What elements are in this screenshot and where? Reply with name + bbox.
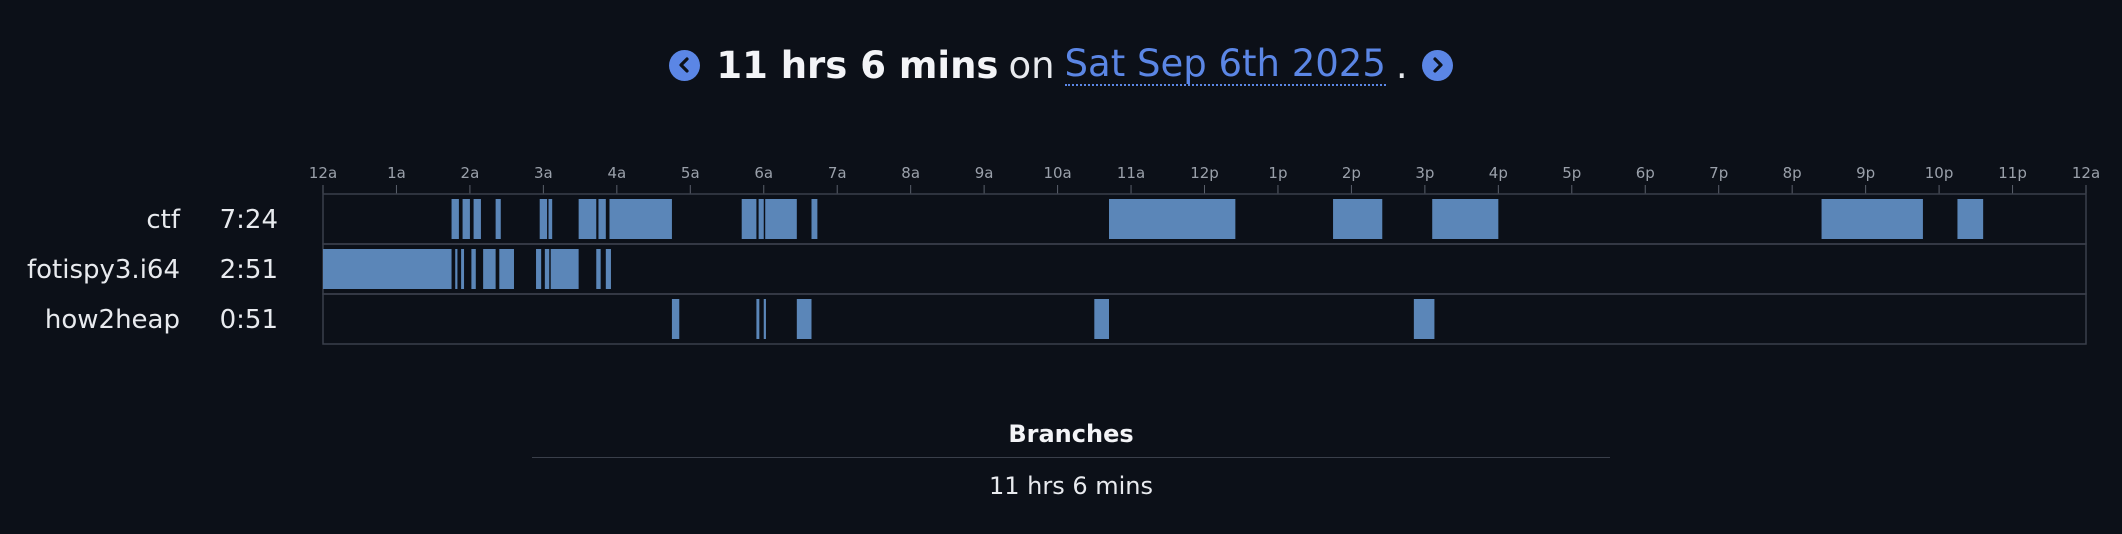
activity-segment[interactable] xyxy=(811,199,818,239)
tick-label: 3a xyxy=(534,164,553,182)
tick-label: 2p xyxy=(1342,164,1361,182)
project-duration-1: 2:51 xyxy=(220,255,278,285)
activity-segment[interactable] xyxy=(598,199,606,239)
tick-label: 9a xyxy=(975,164,994,182)
activity-segment[interactable] xyxy=(548,199,553,239)
timeline-chart: 12a 1a 2a 3a 4a 5a 6a 7a 8a 9a 10a 11a 12p 1p 2p 3p 4p 5p… xyxy=(27,164,2100,345)
tick-label: 8a xyxy=(901,164,920,182)
tick-label: 4a xyxy=(607,164,626,182)
tick-label: 11a xyxy=(1117,164,1145,182)
activity-segment[interactable] xyxy=(483,249,496,289)
next-day-button[interactable] xyxy=(1421,49,1453,81)
tick-label: 7p xyxy=(1709,164,1728,182)
activity-segment[interactable] xyxy=(758,199,764,239)
activity-segment[interactable] xyxy=(671,299,680,339)
tick-label: 2a xyxy=(461,164,480,182)
tick-label: 3p xyxy=(1415,164,1434,182)
activity-segment[interactable] xyxy=(536,249,542,289)
activity-segment[interactable] xyxy=(1333,199,1383,239)
activity-segment[interactable] xyxy=(1957,199,1984,239)
activity-segment[interactable] xyxy=(756,299,760,339)
previous-day-button[interactable] xyxy=(669,49,701,81)
period-text: . xyxy=(1395,43,1408,87)
tick-label: 10a xyxy=(1043,164,1071,182)
date-picker-link[interactable]: Sat Sep 6th 2025 xyxy=(1064,41,1386,87)
activity-segment[interactable] xyxy=(765,199,797,239)
tick-label: 8p xyxy=(1783,164,1802,182)
activity-segment[interactable] xyxy=(1821,199,1923,239)
activity-segment[interactable] xyxy=(741,199,757,239)
tick-label: 6p xyxy=(1636,164,1655,182)
activity-segment[interactable] xyxy=(473,199,481,239)
tick-label: 11p xyxy=(1998,164,2027,182)
timeline-row xyxy=(322,243,2087,295)
activity-segment[interactable] xyxy=(462,199,470,239)
activity-segment[interactable] xyxy=(605,249,611,289)
activity-segment[interactable] xyxy=(578,199,597,239)
activity-segment[interactable] xyxy=(323,249,452,289)
activity-segment[interactable] xyxy=(796,299,812,339)
activity-segment[interactable] xyxy=(461,249,465,289)
activity-segment[interactable] xyxy=(763,299,766,339)
project-duration-0: 7:24 xyxy=(220,205,278,235)
tick-label: 5a xyxy=(681,164,700,182)
tick-label: 12a xyxy=(309,164,337,182)
total-time: 11 hrs 6 mins xyxy=(716,43,999,87)
activity-segment[interactable] xyxy=(1109,199,1236,239)
project-name-1: fotispy3.i64 xyxy=(27,255,180,285)
activity-segment[interactable] xyxy=(499,249,514,289)
activity-segment[interactable] xyxy=(495,199,501,239)
tick-label: 4p xyxy=(1489,164,1508,182)
branches-divider xyxy=(532,457,1610,458)
tick-label: 12p xyxy=(1190,164,1219,182)
activity-segment[interactable] xyxy=(550,249,579,289)
activity-segment[interactable] xyxy=(451,199,459,239)
branches-heading: Branches xyxy=(1008,420,1134,448)
project-name-0: ctf xyxy=(146,205,180,235)
tick-label: 1p xyxy=(1268,164,1287,182)
project-name-2: how2heap xyxy=(45,305,180,335)
activity-segment[interactable] xyxy=(1413,299,1435,339)
activity-segment[interactable] xyxy=(1094,299,1110,339)
chevron-right-icon xyxy=(1433,57,1443,73)
tick-label: 1a xyxy=(387,164,406,182)
project-duration-2: 0:51 xyxy=(220,305,278,335)
activity-segment[interactable] xyxy=(596,249,601,289)
tick-label: 7a xyxy=(828,164,847,182)
chevron-left-icon xyxy=(679,57,689,73)
tick-label: 12a xyxy=(2072,164,2100,182)
activity-segment[interactable] xyxy=(455,249,458,289)
tick-label: 6a xyxy=(754,164,773,182)
timeline-row xyxy=(322,293,2087,345)
tick-label: 10p xyxy=(1925,164,1954,182)
activity-segment[interactable] xyxy=(471,249,476,289)
activity-segment[interactable] xyxy=(1432,199,1499,239)
activity-segment[interactable] xyxy=(539,199,548,239)
activity-segment[interactable] xyxy=(544,249,550,289)
activity-segment[interactable] xyxy=(609,199,672,239)
date-header: 11 hrs 6 mins on Sat Sep 6th 2025 . xyxy=(0,40,2122,90)
on-label: on xyxy=(1008,43,1055,87)
tick-label: 9p xyxy=(1856,164,1875,182)
branches-total: 11 hrs 6 mins xyxy=(988,472,1154,500)
tick-label: 5p xyxy=(1562,164,1581,182)
